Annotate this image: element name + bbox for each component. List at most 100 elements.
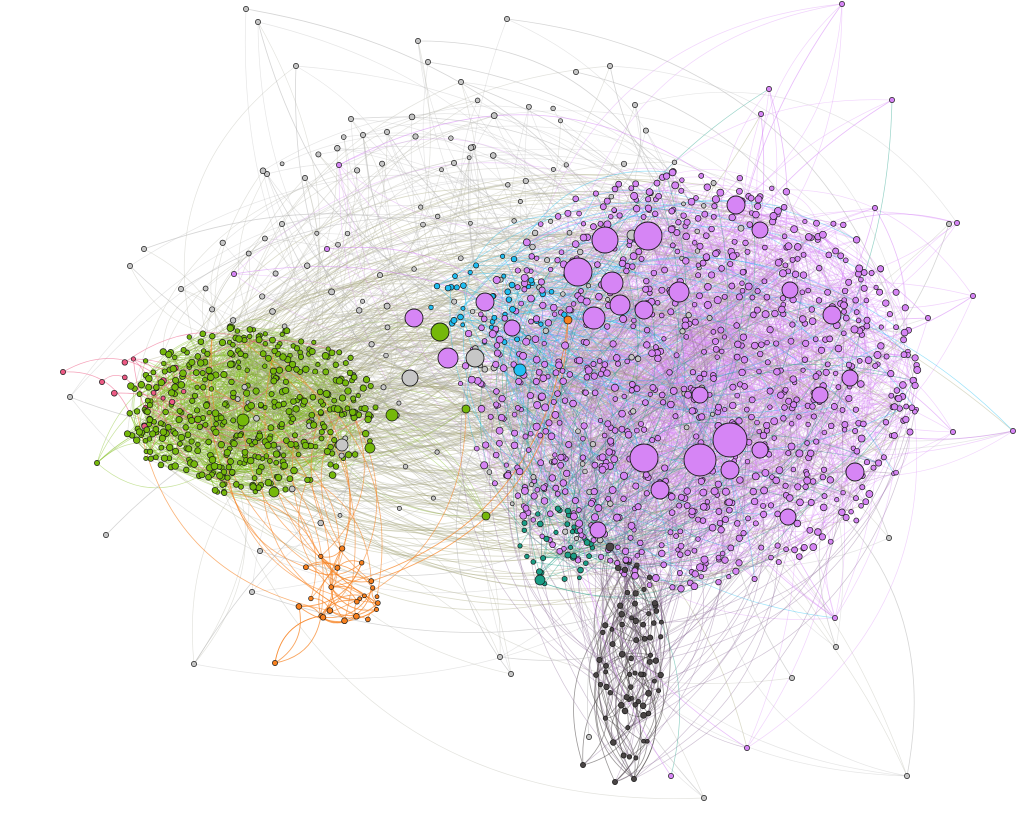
graph-node-cyan (452, 273, 458, 279)
graph-edge (866, 300, 905, 355)
graph-node-purple (766, 86, 772, 92)
graph-node-green (255, 468, 263, 475)
graph-node-green (282, 378, 289, 385)
graph-node-purple (906, 428, 914, 436)
graph-edge (524, 3, 843, 278)
graph-edge (533, 382, 741, 497)
graph-node-purple (882, 299, 890, 307)
graph-node-purple (760, 502, 767, 509)
graph-node-green (263, 453, 270, 459)
graph-node-green (344, 405, 351, 412)
graph-node-purple (554, 257, 561, 264)
graph-node-green (153, 454, 159, 461)
graph-edge (563, 261, 816, 398)
graph-node-gray (620, 160, 628, 167)
graph-node-gray (243, 6, 249, 12)
graph-node-purple (900, 351, 908, 358)
graph-node-purple (832, 247, 839, 255)
graph-node-purple (491, 480, 498, 487)
graph-node-cyan (460, 305, 466, 311)
graph-node-purple (547, 266, 554, 273)
graph-node-gray (589, 441, 596, 448)
graph-edge (759, 229, 882, 328)
graph-node-dark (609, 627, 615, 632)
graph-node-dark (633, 755, 639, 761)
graph-node-purple (603, 369, 611, 377)
graph-node-purple (1010, 428, 1016, 434)
graph-node-gray (451, 298, 458, 305)
graph-node-purple (744, 745, 750, 751)
graph-edge (655, 347, 784, 420)
graph-node-purple (812, 336, 819, 343)
graph-edge (640, 198, 770, 544)
graph-edge (699, 247, 809, 568)
graph-edge (759, 196, 877, 619)
graph-node-purple (900, 336, 907, 344)
graph-node-purple (728, 213, 736, 222)
graph-node-gray (458, 79, 464, 85)
graph-node-green (236, 365, 242, 371)
graph-edge (635, 322, 703, 487)
graph-edge (480, 383, 664, 566)
graph-edge (650, 236, 761, 563)
graph-node-purple (841, 427, 848, 433)
graph-node-green (143, 426, 151, 434)
graph-edge (686, 285, 856, 338)
graph-node-gray (489, 152, 497, 159)
graph-node-green (323, 448, 331, 455)
graph-edge (523, 182, 658, 497)
graph-node-purple (801, 356, 809, 363)
graph-node-green (304, 476, 311, 484)
graph-node-purple (597, 370, 605, 378)
graph-node-green (147, 455, 154, 462)
graph-node-purple (594, 504, 603, 512)
graph-node-purple (530, 517, 536, 523)
graph-node-purple (661, 266, 668, 274)
graph-edge (511, 296, 725, 352)
graph-node-green (210, 462, 219, 470)
graph-edge (676, 221, 849, 283)
graph-node-purple (539, 301, 547, 309)
graph-node-green (264, 441, 272, 450)
graph-edge (609, 281, 849, 467)
graph-edge (823, 354, 909, 471)
graph-node-purple (599, 203, 607, 211)
graph-edge (557, 232, 678, 458)
graph-node-gray (607, 63, 613, 69)
graph-edge (650, 235, 825, 537)
graph-node-purple (691, 547, 698, 554)
graph-edge (755, 214, 929, 319)
graph-node-purple (727, 544, 735, 552)
graph-node-cyan (509, 305, 516, 313)
graph-edge (726, 304, 796, 503)
graph-edge (617, 549, 679, 569)
graph-node-purple (552, 452, 558, 458)
graph-edge (645, 230, 692, 477)
graph-edge (718, 319, 868, 427)
graph-node-orange (362, 593, 367, 599)
graph-node-dark (618, 701, 625, 709)
graph-node-orange (326, 607, 334, 614)
graph-node-purple (877, 265, 885, 273)
graph-node-purple (663, 172, 671, 180)
graph-node-purple (684, 390, 692, 399)
graph-node-gray (468, 220, 473, 226)
graph-node-cyan (460, 322, 466, 328)
graph-edge (495, 330, 585, 427)
graph-node-purple (561, 397, 569, 404)
graph-node-purple (514, 492, 522, 499)
graph-node-green (298, 338, 305, 345)
graph-node-gray (127, 263, 133, 269)
graph-edge (658, 99, 893, 483)
graph-node-purple (726, 574, 732, 580)
graph-edge (662, 169, 806, 222)
graph-edge (540, 462, 787, 524)
graph-node-teal (536, 568, 543, 576)
graph-edge (544, 278, 749, 365)
graph-node-gray (434, 449, 440, 455)
graph-edge (593, 363, 836, 412)
graph-node-green (355, 393, 361, 399)
graph-node-dark (580, 762, 586, 768)
graph-node-teal (521, 527, 527, 533)
graph-node-purple (629, 252, 638, 260)
